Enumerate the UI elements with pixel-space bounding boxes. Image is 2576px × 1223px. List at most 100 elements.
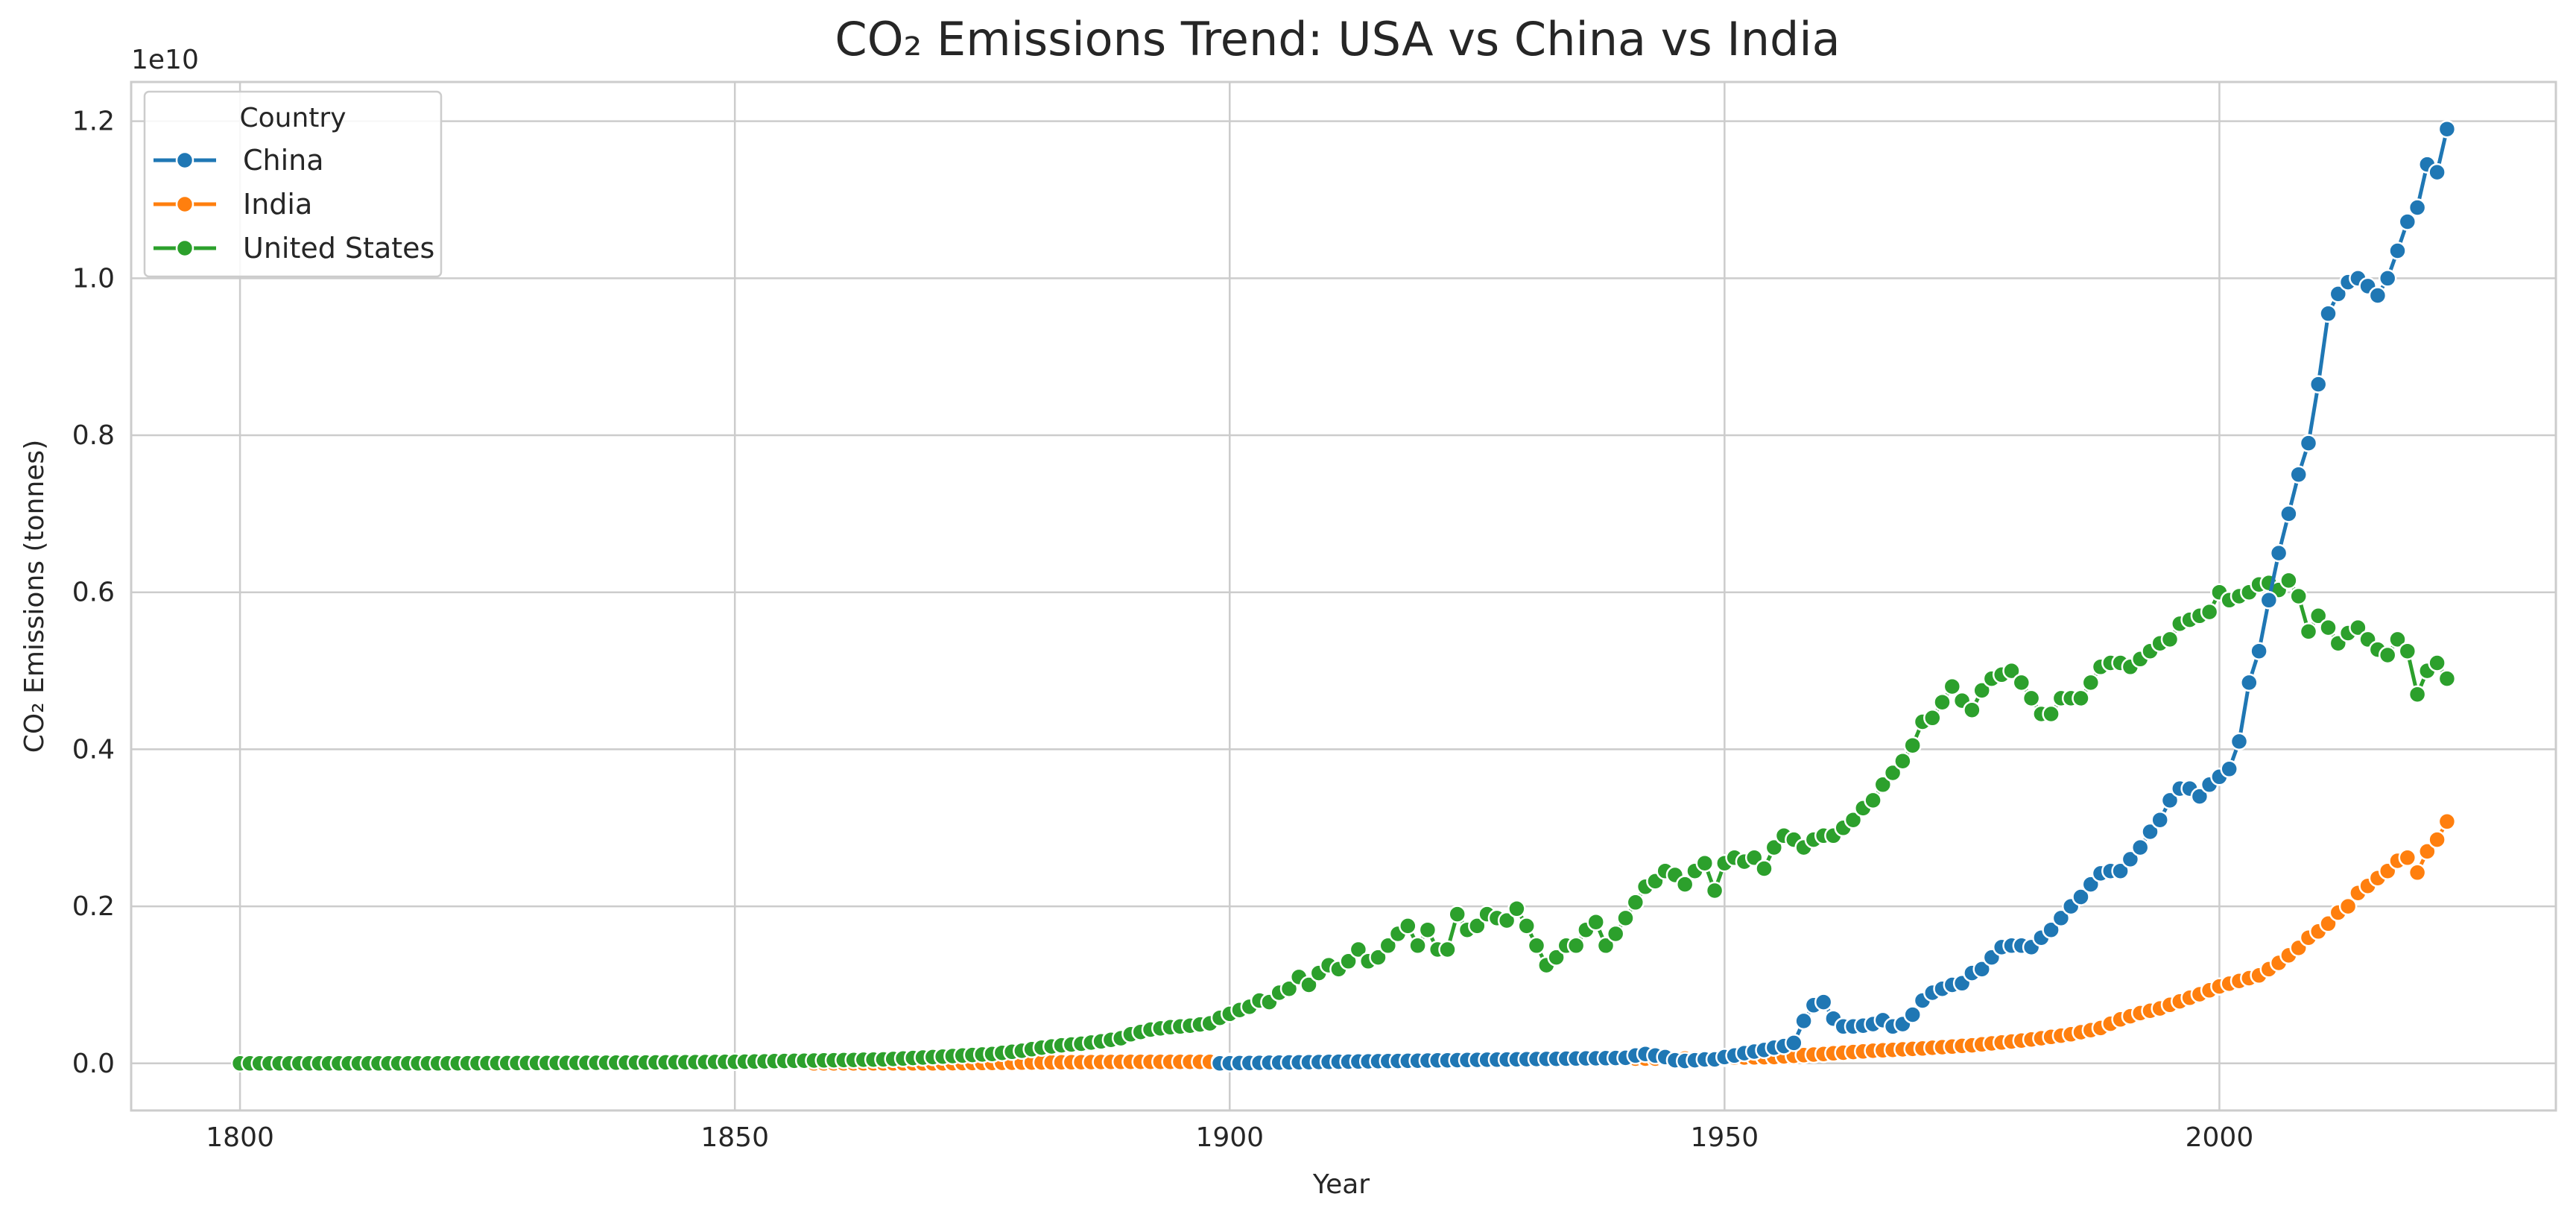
y-tick-label: 0.0 (72, 1049, 115, 1079)
data-point-united-states (1705, 881, 1724, 900)
data-point-china (2111, 862, 2130, 880)
data-point-united-states (2279, 571, 2298, 590)
data-point-united-states (1844, 810, 1863, 829)
data-point-united-states (1963, 701, 1981, 719)
plot-frame (130, 80, 2557, 1112)
legend-swatch-marker (175, 238, 194, 258)
data-point-united-states (2299, 622, 2318, 641)
data-point-united-states (1300, 976, 1318, 994)
data-point-united-states (2072, 689, 2090, 708)
data-point-india (2338, 897, 2358, 916)
data-point-united-states (1903, 736, 1922, 755)
data-point-china (2398, 212, 2417, 231)
data-point-united-states (1695, 853, 1715, 873)
data-point-united-states (2319, 618, 2338, 637)
data-point-china (2279, 505, 2298, 523)
data-point-china (1794, 1011, 1813, 1031)
data-point-united-states (1616, 908, 1635, 928)
data-point-china (2121, 850, 2140, 869)
data-point-china (2151, 810, 2169, 829)
y-tick-label: 0.2 (72, 891, 115, 922)
x-axis: 1800 1850 1900 1950 2000 (206, 1122, 2253, 1153)
y-tick-label: 0.8 (72, 420, 115, 451)
data-point-china (2378, 269, 2397, 288)
data-point-united-states (1626, 893, 1645, 912)
data-point-china (2190, 787, 2209, 806)
data-point-united-states (2081, 673, 2101, 692)
data-point-china (2250, 642, 2268, 660)
data-point-united-states (1339, 952, 1358, 971)
data-point-china (1814, 993, 1833, 1011)
data-point-united-states (1349, 940, 1368, 959)
data-point-india (2418, 842, 2437, 861)
y-axis: 0.0 0.2 0.4 0.6 0.8 1.0 1.2 (72, 107, 115, 1079)
data-point-united-states (1369, 948, 1387, 967)
data-point-china (2042, 920, 2060, 939)
data-point-united-states (1448, 905, 1466, 923)
data-point-china (2269, 543, 2288, 563)
x-tick-label: 2000 (2186, 1122, 2254, 1153)
data-point-china (2160, 791, 2180, 810)
x-tick-label: 1950 (1691, 1122, 1759, 1153)
data-point-united-states (1596, 936, 1615, 955)
data-point-united-states (2428, 654, 2446, 672)
data-point-united-states (1547, 948, 1566, 967)
legend-item-united-states: United States (154, 232, 434, 265)
y-offset-label: 1e10 (131, 45, 199, 75)
data-point-china (2072, 888, 2090, 906)
y-axis-label: CO₂ Emissions (tonnes) (19, 440, 50, 753)
data-point-china (2130, 838, 2150, 857)
data-point-united-states (2200, 602, 2219, 622)
legend-label: China (243, 144, 324, 177)
data-point-china (1785, 1034, 1803, 1052)
legend-label: United States (243, 232, 434, 265)
legend-box (143, 90, 443, 278)
data-point-china (1903, 1005, 1922, 1024)
data-point-united-states (1586, 912, 1605, 932)
data-point-china (2051, 908, 2071, 928)
y-tick-label: 1.2 (72, 107, 115, 137)
data-point-china (2299, 434, 2318, 452)
data-point-united-states (1517, 917, 1536, 935)
data-point-united-states (1399, 917, 1417, 935)
data-point-united-states (1527, 936, 1546, 955)
data-point-india (2437, 812, 2457, 831)
y-tick-label: 0.4 (72, 734, 115, 765)
data-point-china (2319, 304, 2338, 323)
data-point-united-states (2289, 587, 2308, 606)
data-point-united-states (1408, 936, 1427, 955)
data-point-united-states (1923, 709, 1942, 727)
grid-lines (131, 82, 2556, 1110)
data-point-united-states (2378, 645, 2397, 665)
series-china (1210, 119, 2457, 1073)
data-point-united-states (2022, 689, 2041, 708)
data-point-china (2368, 286, 2387, 305)
data-point-united-states (1438, 940, 1457, 959)
data-point-united-states (2398, 642, 2417, 660)
legend-label: India (243, 188, 312, 221)
data-point-united-states (2349, 618, 2367, 637)
x-axis-label: Year (1312, 1169, 1370, 1200)
data-point-china (2259, 591, 2279, 610)
data-point-united-states (1418, 920, 1437, 939)
data-point-china (2289, 465, 2308, 484)
data-point-united-states (2160, 630, 2180, 649)
data-point-united-states (2012, 673, 2031, 692)
y-tick-label: 0.6 (72, 578, 115, 608)
data-point-united-states (1943, 677, 1962, 696)
data-point-united-states (2042, 704, 2060, 724)
legend-title: Country (239, 103, 346, 133)
data-point-united-states (1566, 936, 1586, 955)
data-point-china (2388, 241, 2407, 260)
data-point-united-states (2002, 661, 2021, 680)
legend-swatch-marker (175, 195, 194, 214)
data-point-united-states (2408, 685, 2427, 704)
data-point-china (2220, 759, 2238, 779)
data-point-china (1972, 960, 1991, 979)
data-point-united-states (1606, 924, 1625, 944)
x-tick-label: 1800 (206, 1122, 274, 1153)
data-point-india (2408, 863, 2427, 882)
x-tick-label: 1900 (1195, 1122, 1264, 1153)
legend-item-china: China (154, 144, 324, 177)
